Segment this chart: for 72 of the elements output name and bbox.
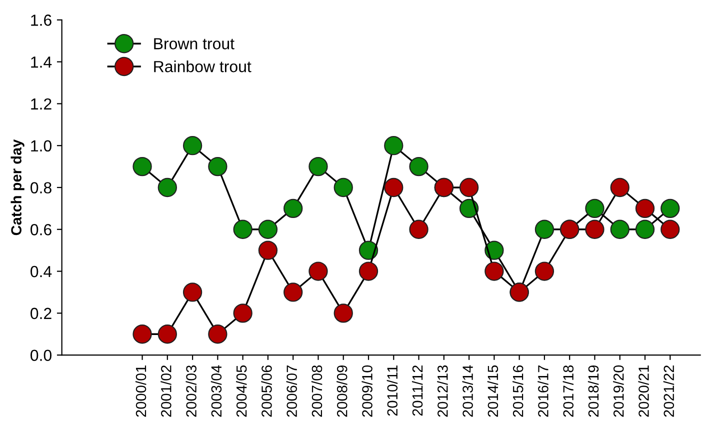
point bbox=[258, 240, 278, 260]
point bbox=[459, 198, 479, 218]
point bbox=[208, 156, 228, 176]
point bbox=[409, 156, 428, 176]
point bbox=[208, 324, 228, 344]
x-tick-label: 2016/17 bbox=[538, 366, 548, 417]
x-tick-label: 2009/10 bbox=[362, 365, 372, 417]
x-tick-label: 2010/11 bbox=[386, 365, 398, 416]
point bbox=[132, 324, 152, 344]
y-tick-label: 0.6 bbox=[30, 224, 52, 236]
y-tick-label: 1.0 bbox=[31, 140, 52, 152]
y-axis-title: Catch per day bbox=[10, 139, 24, 236]
legend-label: Brown trout bbox=[154, 38, 234, 50]
y-tick-label: 0.4 bbox=[30, 266, 52, 278]
point bbox=[258, 220, 278, 239]
x-tick-label: 2006/07 bbox=[286, 366, 298, 417]
x-tick-label: 2015/16 bbox=[512, 365, 524, 417]
point bbox=[334, 304, 353, 323]
point bbox=[358, 262, 378, 281]
point bbox=[635, 220, 655, 239]
x-tick-label: 2004/05 bbox=[236, 365, 247, 417]
point bbox=[358, 240, 378, 260]
point bbox=[158, 178, 177, 198]
x-tick-label: 2011/12 bbox=[412, 366, 423, 416]
point bbox=[484, 262, 504, 281]
point bbox=[534, 262, 554, 281]
point bbox=[233, 220, 252, 239]
y-tick-label: 1.2 bbox=[31, 98, 52, 110]
point bbox=[158, 324, 177, 344]
point bbox=[182, 136, 202, 156]
y-tick-label: 0.2 bbox=[30, 308, 52, 320]
point bbox=[660, 220, 680, 239]
y-tick-label: 0.0 bbox=[30, 350, 52, 362]
x-tick-label: 2002/03 bbox=[186, 365, 196, 417]
x-tick-label: 2001/02 bbox=[160, 366, 172, 417]
legend-label: Rainbow trout bbox=[154, 60, 252, 72]
point bbox=[308, 156, 328, 176]
y-tick-label: 1.6 bbox=[31, 14, 52, 26]
x-tick-label: 2013/14 bbox=[462, 365, 473, 417]
x-tick-label: 2014/15 bbox=[487, 365, 498, 417]
point bbox=[284, 282, 303, 302]
x-tick-label: 2021/22 bbox=[663, 366, 674, 417]
point bbox=[409, 220, 428, 239]
x-tick-label: 2003/04 bbox=[210, 365, 222, 417]
point bbox=[459, 178, 479, 198]
point bbox=[534, 220, 554, 239]
x-tick-label: 2018/19 bbox=[588, 365, 599, 417]
y-tick-label: 1.4 bbox=[31, 56, 52, 68]
x-tick-label: 2000/01 bbox=[135, 365, 146, 417]
point bbox=[132, 156, 152, 176]
point bbox=[334, 178, 353, 198]
point bbox=[635, 198, 655, 218]
x-tick-label: 2019/20 bbox=[613, 365, 624, 417]
point bbox=[484, 240, 504, 260]
x-tick-label: 2005/06 bbox=[261, 365, 272, 417]
point bbox=[585, 198, 604, 218]
point bbox=[660, 198, 680, 218]
point bbox=[610, 220, 630, 239]
x-tick-label: 2017/18 bbox=[562, 365, 574, 417]
point bbox=[308, 262, 328, 281]
point bbox=[585, 220, 604, 239]
point bbox=[384, 178, 404, 198]
x-tick-label: 2007/08 bbox=[311, 365, 322, 417]
point bbox=[182, 282, 202, 302]
point bbox=[284, 198, 303, 218]
point bbox=[610, 178, 630, 198]
point bbox=[233, 304, 252, 323]
x-tick-label: 2012/13 bbox=[437, 365, 448, 417]
x-tick-label: 2020/21 bbox=[638, 365, 649, 417]
point bbox=[384, 136, 404, 156]
x-tick-label: 2008/09 bbox=[336, 365, 348, 417]
y-tick-label: 0.8 bbox=[30, 182, 52, 194]
